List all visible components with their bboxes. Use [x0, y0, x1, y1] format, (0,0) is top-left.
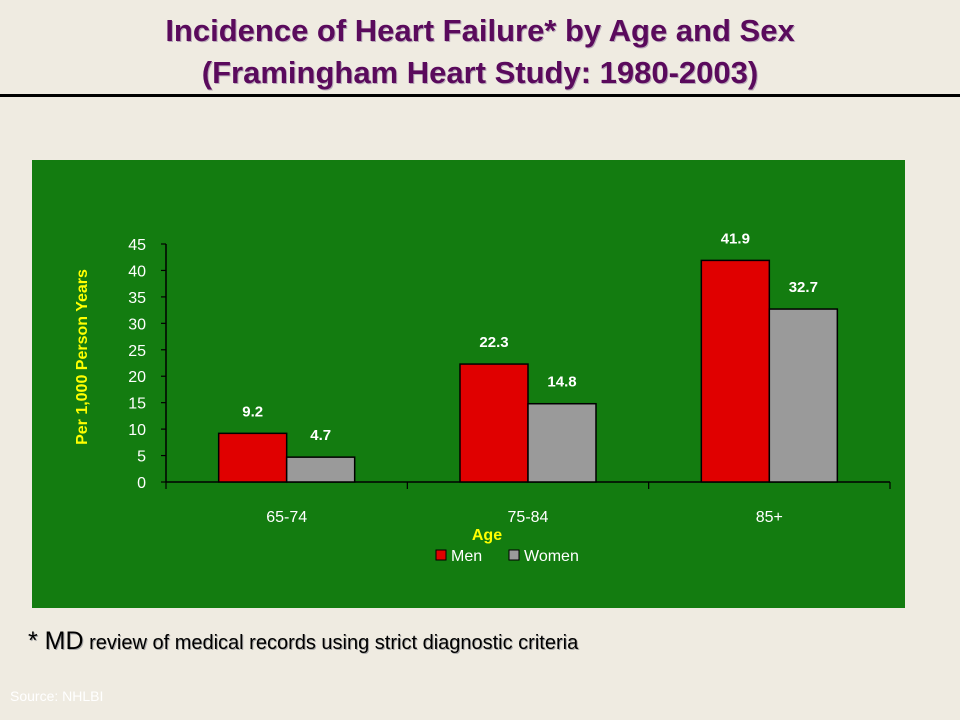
- data-label: 4.7: [310, 427, 331, 444]
- bar-men-3: [700, 259, 771, 483]
- y-tick-label: 30: [128, 316, 146, 333]
- y-tick-label: 15: [128, 396, 146, 413]
- slide-title: Incidence of Heart Failure* by Age and S…: [0, 10, 960, 94]
- y-tick-label: 10: [128, 422, 146, 439]
- bar-women-2: [527, 402, 597, 483]
- y-tick-label: 0: [137, 475, 146, 492]
- footnote-marker: * MD: [28, 627, 84, 655]
- y-tick-label: 25: [128, 343, 146, 360]
- x-tick-label: 75-84: [508, 509, 549, 526]
- title-line-1: Incidence of Heart Failure* by Age and S…: [165, 13, 795, 48]
- legend-swatch-men: [435, 549, 447, 561]
- bar-men-1: [217, 432, 288, 483]
- y-tick-label: 45: [128, 237, 146, 254]
- x-tick-label: 85+: [756, 509, 783, 526]
- bar-women-3: [768, 308, 839, 483]
- chart-panel: 0 5 10 15 20 25 30 35 40 45 9.2 4.7 65-74 22.3 14.8 75-…: [32, 160, 905, 608]
- data-label: 22.3: [479, 334, 508, 351]
- data-label: 41.9: [721, 230, 750, 247]
- source-note: Source: NHLBI: [10, 688, 104, 704]
- y-tick-label: 35: [128, 290, 146, 307]
- x-axis-title: Age: [472, 527, 502, 544]
- bar-chart: 0 5 10 15 20 25 30 35 40 45 9.2 4.7 65-74 22.3 14.8 75-…: [74, 230, 891, 565]
- data-label: 9.2: [242, 403, 263, 420]
- y-tick-label: 20: [128, 369, 146, 386]
- x-tick-label: 65-74: [266, 509, 307, 526]
- bar-men-2: [459, 363, 529, 483]
- y-axis-title: Per 1,000 Person Years: [74, 269, 91, 445]
- legend-label-men: Men: [451, 548, 482, 565]
- footnote-text: review of medical records using strict d…: [83, 632, 579, 654]
- data-label: 32.7: [789, 279, 818, 296]
- footnote: * MD review of medical records using str…: [28, 627, 578, 656]
- title-divider: [0, 94, 960, 97]
- bar-women-1: [285, 456, 356, 483]
- title-line-2: (Framingham Heart Study: 1980-2003): [201, 55, 759, 90]
- y-tick-label: 5: [137, 449, 146, 466]
- legend-swatch-women: [508, 549, 520, 561]
- legend-label-women: Women: [524, 548, 579, 565]
- y-tick-label: 40: [128, 263, 146, 280]
- data-label: 14.8: [547, 374, 576, 391]
